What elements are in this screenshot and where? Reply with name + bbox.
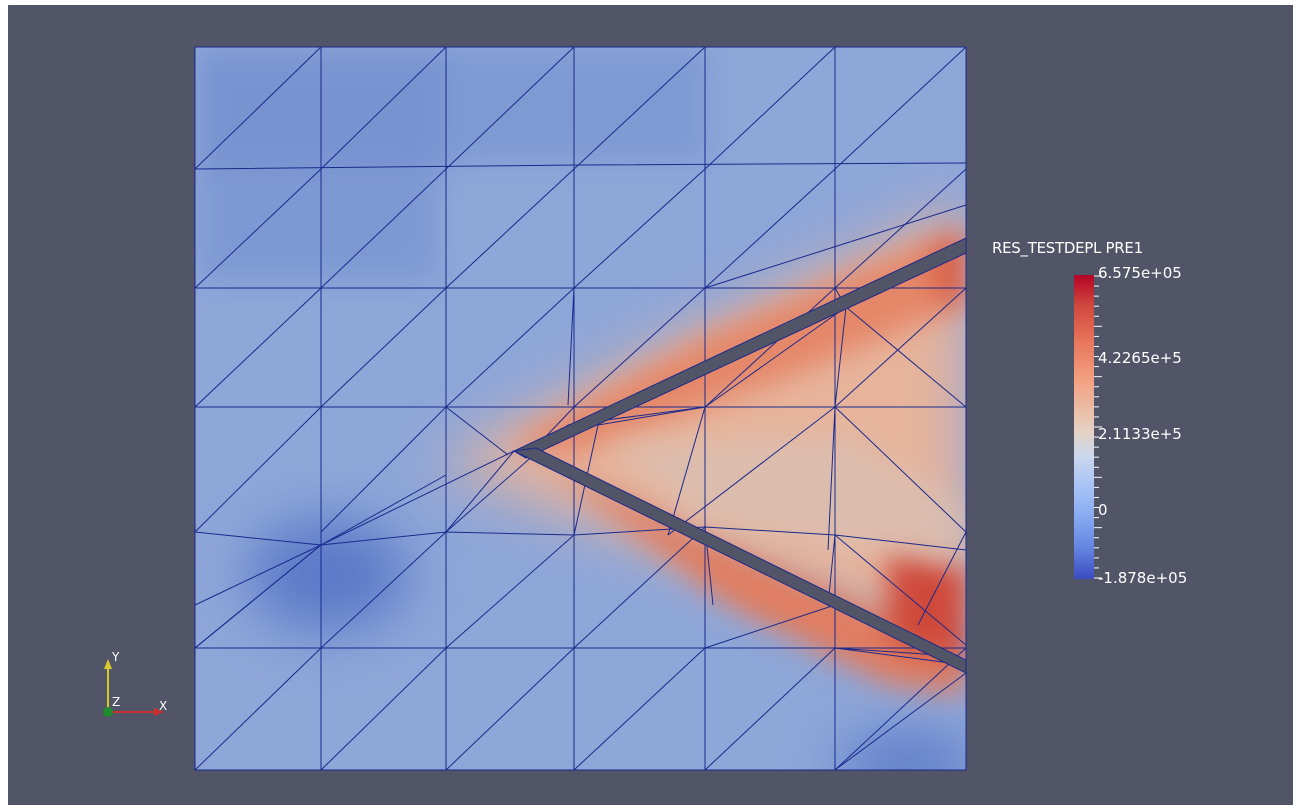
mesh-edge <box>573 647 706 771</box>
mesh-edge <box>597 406 706 426</box>
mesh-edge <box>194 46 322 170</box>
mesh-edge <box>445 46 575 170</box>
mesh-edge <box>194 168 322 289</box>
mesh-edge <box>834 672 967 771</box>
mesh-edge <box>827 406 836 551</box>
mesh-edge <box>834 534 967 646</box>
mesh-edge <box>704 46 836 170</box>
mesh-edge <box>194 544 322 649</box>
mesh-edge <box>845 306 967 408</box>
legend-label-min: -1.878e+05 <box>1098 569 1188 587</box>
mesh-edge <box>320 287 447 408</box>
mesh-edge <box>834 647 967 771</box>
mesh-edge <box>567 287 575 406</box>
legend-title: RES_TESTDEPL PRE1 <box>992 239 1143 257</box>
legend-label-mid: 2.1133e+5 <box>1098 425 1182 443</box>
axes-triad <box>103 659 164 717</box>
mesh-edge <box>445 406 509 456</box>
axis-label-y: Y <box>112 650 120 664</box>
mesh-edge <box>667 406 836 536</box>
mesh-edge <box>704 604 836 649</box>
stress-field <box>195 47 966 770</box>
axis-label-x: X <box>159 699 168 713</box>
mesh-edge <box>573 526 706 649</box>
mesh-edge <box>320 168 447 289</box>
crack-slits <box>512 237 967 674</box>
mesh-edge <box>704 168 836 289</box>
axis-label-z: Z <box>112 695 121 709</box>
mesh-edge <box>834 287 967 408</box>
mesh-edge <box>194 647 322 771</box>
mesh-edge <box>917 531 967 626</box>
mesh-edge <box>194 406 322 533</box>
mesh-edge <box>834 647 939 656</box>
mesh-edge <box>834 406 967 533</box>
mesh-edge <box>573 168 706 289</box>
mesh-edge <box>834 168 967 289</box>
mesh-edge <box>194 287 322 408</box>
mesh-edge <box>834 46 967 170</box>
mesh-edge <box>445 168 575 289</box>
mesh-edge <box>320 406 447 533</box>
legend-label-max: 6.575e+05 <box>1098 264 1182 282</box>
mesh-edge <box>704 647 836 771</box>
mesh-plot <box>103 46 967 771</box>
mesh-edge <box>194 46 967 771</box>
color-scale-ticks <box>1094 275 1102 579</box>
color-scale-bar <box>1074 275 1094 579</box>
mesh-edge <box>704 287 836 408</box>
mesh-edge <box>704 306 847 408</box>
mesh-edge <box>704 204 967 289</box>
mesh-edge <box>320 46 447 170</box>
mesh-edge <box>834 306 847 408</box>
mesh-edge <box>320 474 447 546</box>
mesh-edge <box>445 287 575 408</box>
mesh-edge <box>320 647 447 771</box>
mesh-edge <box>667 406 706 536</box>
legend-label-high: 4.2265e+5 <box>1098 349 1182 367</box>
mesh-edge <box>445 647 575 771</box>
mesh-edge <box>573 287 706 408</box>
mesh-edge <box>445 534 575 649</box>
mesh-edge <box>320 531 447 649</box>
mesh-edge <box>573 46 706 170</box>
mesh-edge <box>445 450 515 533</box>
render-viewport[interactable]: RES_TESTDEPL PRE1 6.575e+05 4.2265e+5 2.… <box>8 5 1293 805</box>
legend-label-zero: 0 <box>1098 501 1108 519</box>
finite-element-mesh <box>194 46 967 771</box>
